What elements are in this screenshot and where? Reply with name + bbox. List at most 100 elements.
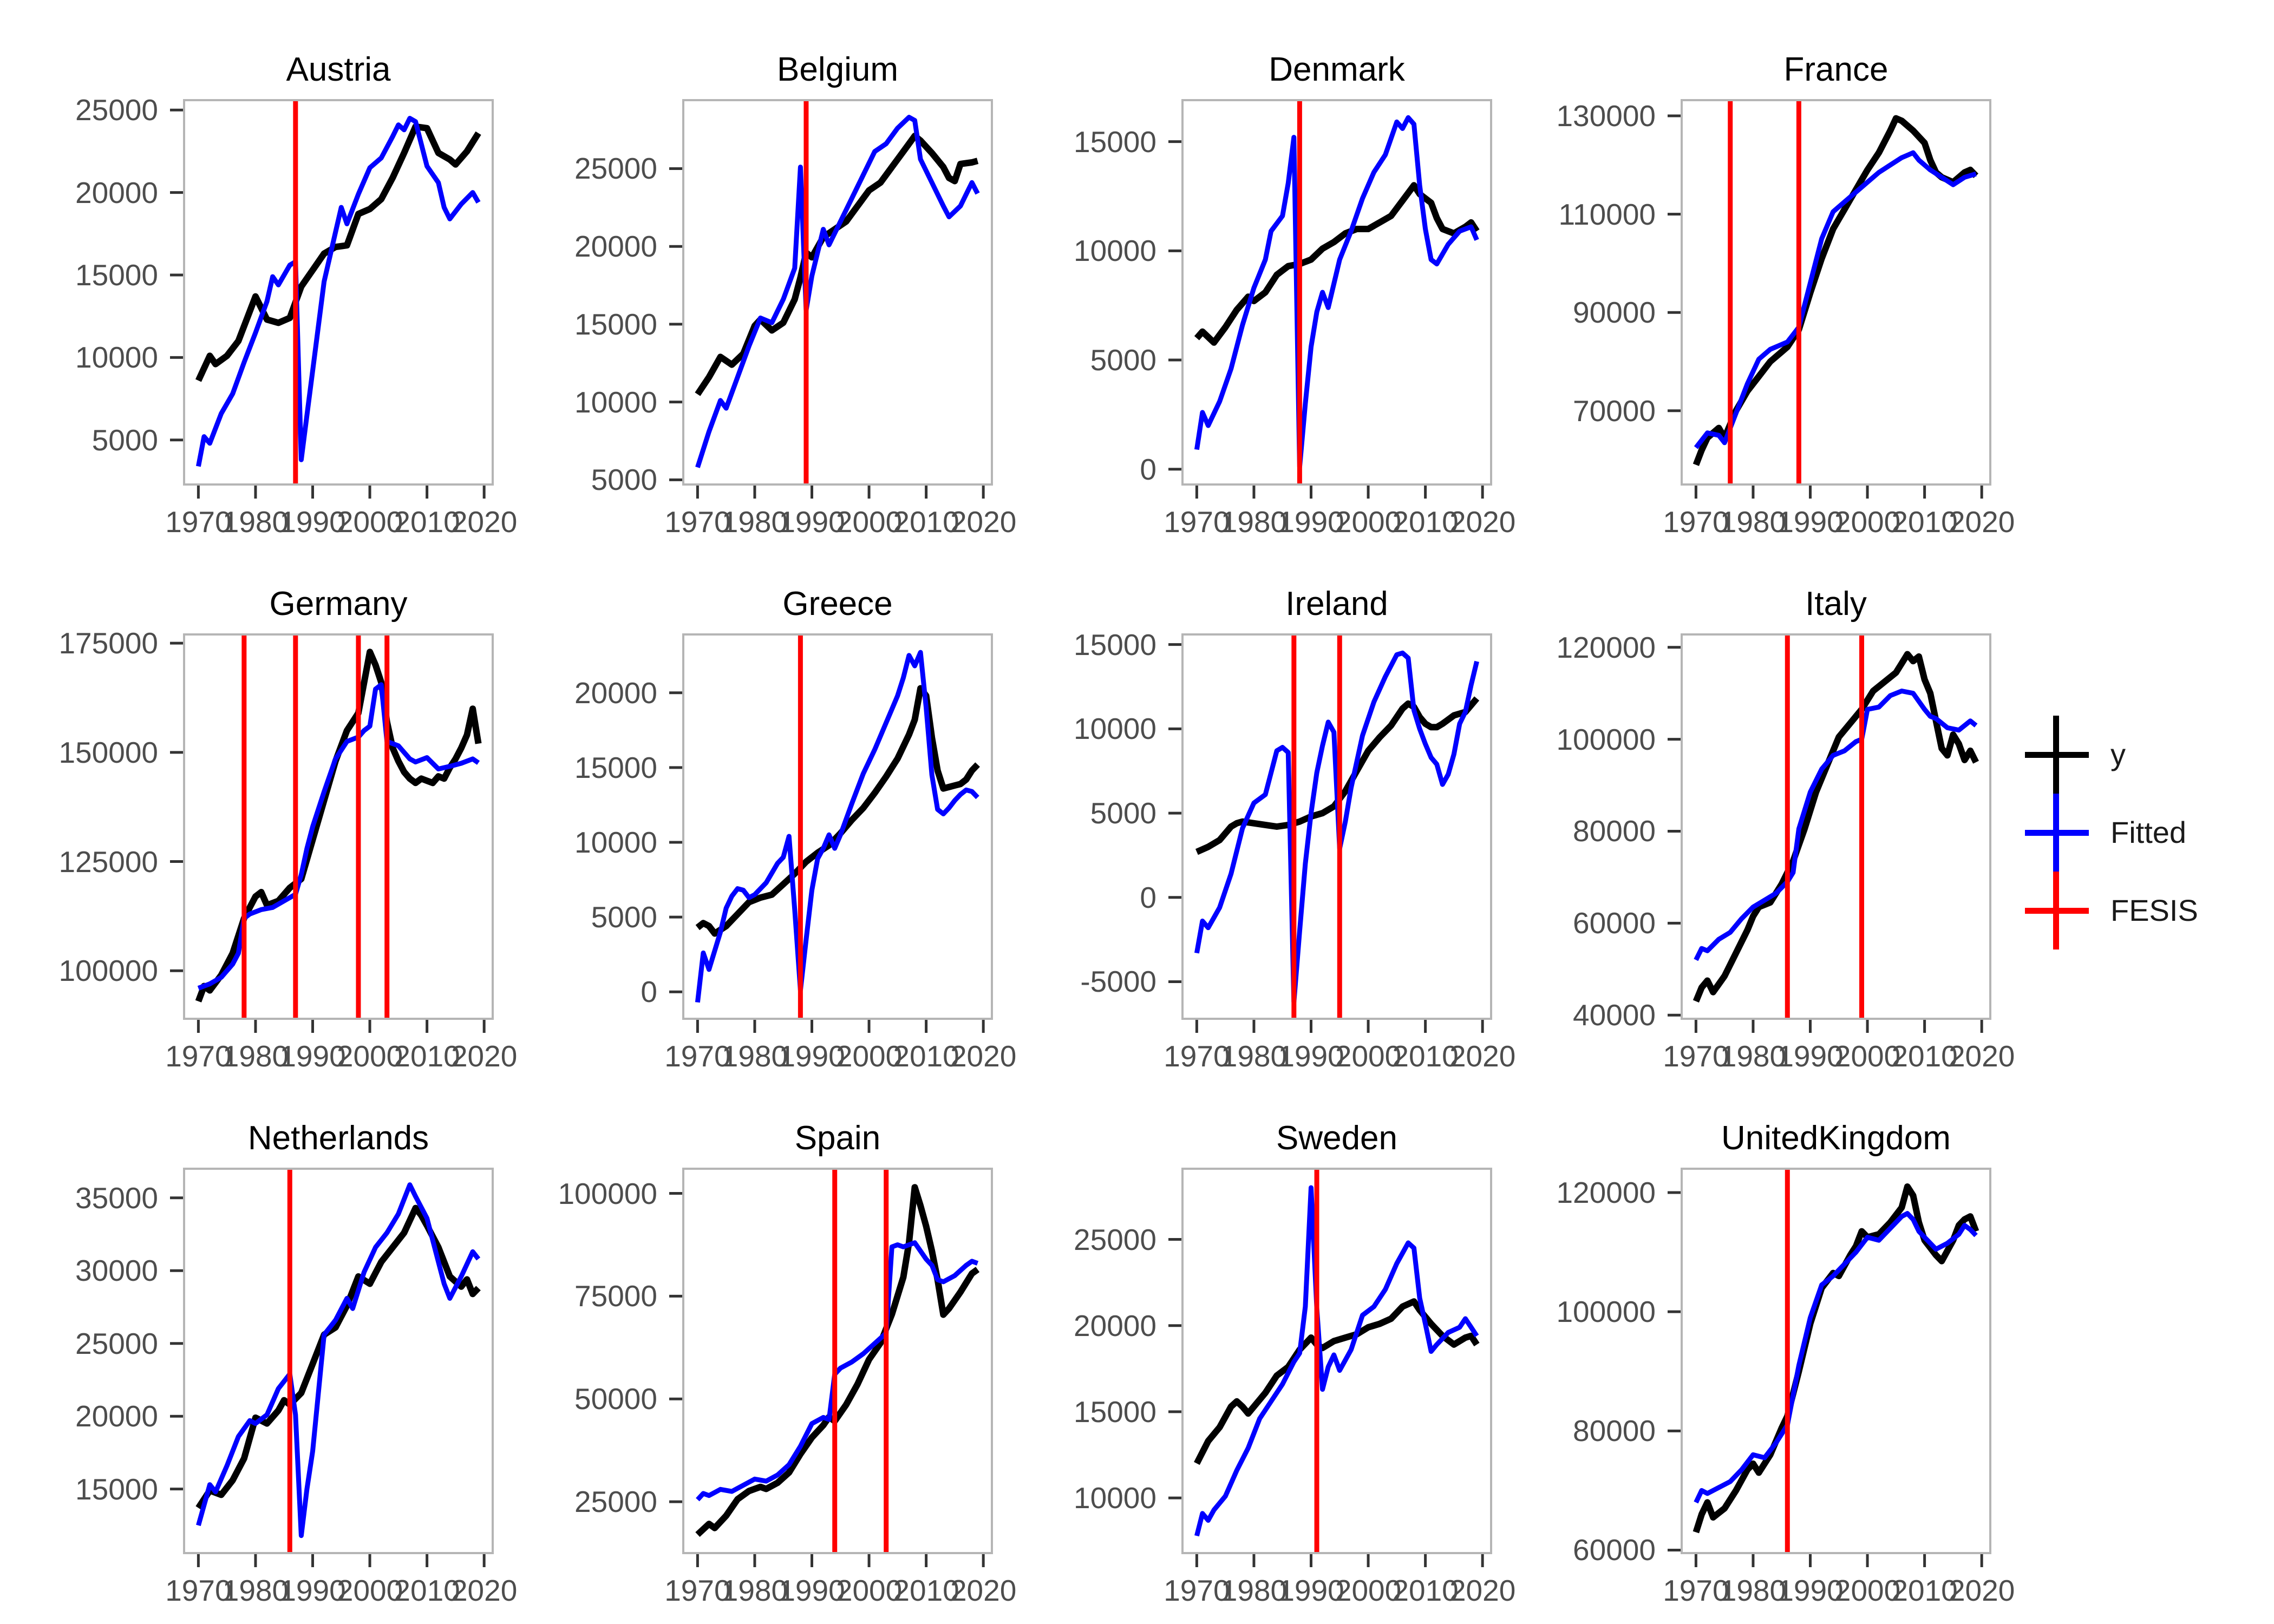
fitted-line-key (2025, 830, 2089, 836)
x-tick-label: 1970 (165, 1039, 232, 1073)
y-tick-label: 110000 (1558, 197, 1656, 231)
x-tick-label: 2000 (1335, 1574, 1402, 1607)
y-tick-label: 100000 (1556, 1295, 1656, 1329)
panel-title: Ireland (1285, 585, 1388, 623)
x-tick-label: 2020 (1449, 1574, 1516, 1607)
legend-label-fitted: Fitted (2110, 815, 2187, 849)
line-chart-austria (170, 99, 494, 499)
x-tick-label: 1990 (779, 1039, 845, 1073)
y-tick-label: 0 (1140, 452, 1156, 486)
y-tick-label: 10000 (574, 385, 657, 419)
y-tick-label: 25000 (1074, 1222, 1156, 1256)
x-tick-label: 2020 (1948, 505, 2015, 539)
y-tick-label: 100000 (1556, 722, 1656, 756)
x-tick-label: 1990 (279, 1039, 346, 1073)
y-tick-label: 5000 (92, 423, 158, 457)
legend-label-fesis: FESIS (2110, 893, 2198, 927)
y-tick-label: 25000 (574, 152, 657, 186)
x-tick-label: 2010 (1891, 505, 1958, 539)
x-tick-label: 1980 (222, 505, 289, 539)
y-tick-label: 120000 (1556, 1176, 1656, 1210)
x-tick-label: 1990 (1777, 1574, 1844, 1607)
x-tick-label: 1970 (1164, 505, 1230, 539)
x-tick-label: 2000 (835, 1039, 903, 1073)
y-tick-label: 60000 (1573, 1533, 1656, 1567)
x-tick-label: 2000 (336, 505, 403, 539)
x-tick-label: 1990 (779, 505, 845, 539)
x-tick-label: 2010 (394, 505, 460, 539)
fitted-series-line (1194, 650, 1479, 1005)
x-tick-label: 1980 (1220, 505, 1288, 539)
y-tick-label: 90000 (1573, 296, 1656, 330)
panel-title: Germany (269, 585, 408, 623)
x-tick-label: 1990 (1777, 1039, 1844, 1073)
y-tick-label: 10000 (1074, 234, 1156, 268)
line-chart-greece (669, 633, 993, 1033)
panel-title: Spain (794, 1119, 881, 1157)
y-tick-label: 100000 (58, 954, 158, 988)
x-tick-label: 1970 (165, 505, 232, 539)
x-tick-label: 1970 (165, 1574, 232, 1607)
x-tick-label: 2020 (1449, 1039, 1516, 1073)
fitted-series-line (1694, 150, 1977, 449)
x-tick-label: 2000 (1834, 1039, 1901, 1073)
x-tick-label: 2000 (336, 1039, 403, 1073)
x-tick-label: 1990 (1278, 1039, 1344, 1073)
x-tick-label: 2010 (1891, 1039, 1958, 1073)
panel-title: France (1783, 51, 1889, 88)
x-tick-label: 1990 (1278, 1574, 1344, 1607)
x-tick-label: 1970 (664, 1574, 731, 1607)
panel-title: Greece (782, 585, 893, 623)
x-tick-label: 2010 (1392, 505, 1459, 539)
x-tick-label: 1970 (1164, 1574, 1230, 1607)
x-tick-label: 2000 (1335, 1039, 1402, 1073)
y-series-line (195, 649, 482, 1003)
panel-title: Italy (1805, 585, 1867, 623)
x-tick-label: 1990 (1777, 505, 1844, 539)
x-tick-label: 2020 (1948, 1039, 2015, 1073)
y-tick-label: 15000 (574, 307, 657, 341)
x-tick-label: 1970 (664, 1039, 731, 1073)
x-tick-label: 1980 (721, 1574, 788, 1607)
line-chart-sweden (1168, 1168, 1492, 1567)
y-tick-label: 5000 (1090, 343, 1156, 377)
x-tick-label: 1990 (779, 1574, 845, 1607)
x-tick-label: 2000 (1834, 1574, 1901, 1607)
fitted-series-line (1694, 1211, 1978, 1504)
x-tick-label: 1970 (1663, 505, 1729, 539)
fesis-line-key (2025, 908, 2089, 914)
x-tick-label: 2020 (450, 1574, 518, 1607)
fitted-series-line (196, 1182, 481, 1538)
x-tick-label: 1990 (279, 505, 346, 539)
x-tick-label: 2010 (1891, 1574, 1958, 1607)
x-tick-label: 1980 (721, 505, 788, 539)
x-tick-label: 1970 (1663, 1574, 1729, 1607)
y-tick-label: 30000 (75, 1254, 158, 1288)
panel-title: Denmark (1269, 51, 1405, 88)
y-tick-label: 175000 (58, 626, 158, 660)
panel-title: UnitedKingdom (1721, 1119, 1951, 1157)
line-chart-germany (170, 633, 494, 1033)
line-chart-belgium (669, 99, 993, 499)
y-tick-label: 130000 (1556, 99, 1656, 133)
y-tick-label: 20000 (75, 1399, 158, 1433)
line-chart-denmark (1168, 99, 1492, 499)
y-tick-label: 10000 (1074, 1481, 1156, 1515)
line-chart-netherlands (170, 1168, 494, 1567)
x-tick-label: 1970 (1663, 1039, 1729, 1073)
fitted-series-line (1194, 115, 1479, 470)
x-tick-label: 2010 (1392, 1574, 1459, 1607)
y-tick-label: 0 (641, 975, 657, 1009)
y-tick-label: 60000 (1573, 906, 1656, 940)
y-tick-label: 100000 (558, 1176, 657, 1210)
y-tick-label: 5000 (591, 463, 657, 497)
y-tick-label: 20000 (574, 230, 657, 264)
x-tick-label: 2020 (1948, 1574, 2015, 1607)
x-tick-label: 2020 (450, 505, 518, 539)
line-chart-spain (669, 1168, 993, 1567)
x-tick-label: 1980 (1220, 1574, 1288, 1607)
y-tick-label: 35000 (75, 1181, 158, 1215)
x-tick-label: 2010 (893, 505, 959, 539)
legend-item-y: y (2025, 716, 2274, 794)
x-tick-label: 2000 (1834, 505, 1901, 539)
